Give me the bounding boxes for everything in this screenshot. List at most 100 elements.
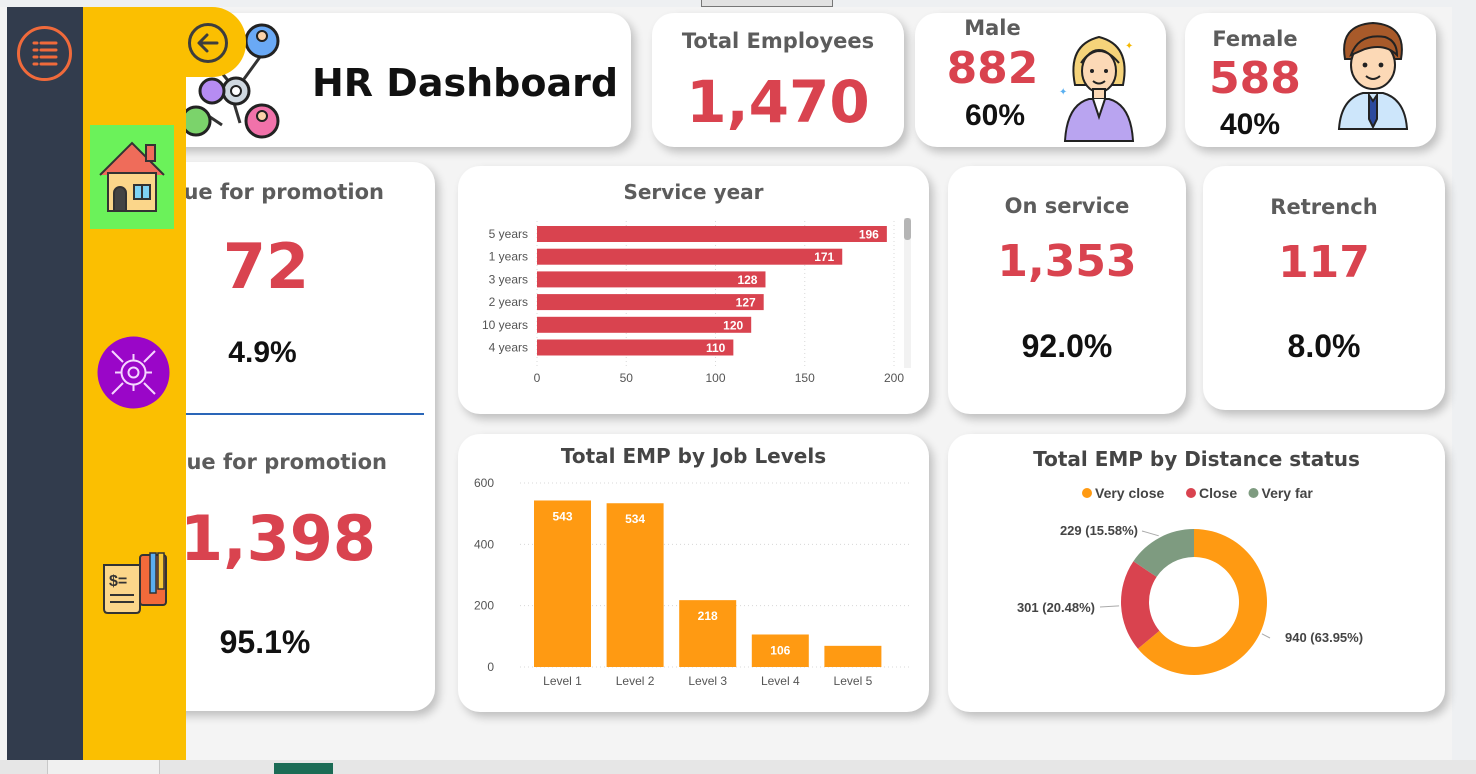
bar: [534, 500, 591, 667]
donut-slice: [1133, 529, 1194, 577]
male-pct: 60%: [964, 99, 1026, 132]
nav-dark-rail: [7, 7, 83, 760]
retrench-pct: 8.0%: [1287, 328, 1361, 364]
promotion-not-due-value: 1,398: [179, 502, 377, 575]
job-levels-chart: 0 200 400 600 Level 1 543 Level 2 534 Level 3 218…: [474, 476, 910, 688]
category-label: 5 years: [489, 227, 528, 241]
data-label: 120: [723, 318, 743, 332]
female-pct: 40%: [1219, 108, 1281, 141]
retrench-value: 117: [1278, 237, 1370, 288]
leader-line: [1141, 530, 1159, 537]
y-tick-label: 600: [474, 476, 494, 490]
retrench-card: Retrench 117 8.0%: [1203, 166, 1445, 410]
legend-label: Very close: [1095, 485, 1164, 501]
bar: [751, 634, 809, 667]
leader-line: [1099, 605, 1120, 608]
category-label: Level 2: [616, 674, 655, 688]
promotion-due-pct: 4.9%: [228, 336, 297, 369]
x-tick-label: 50: [620, 371, 634, 385]
promotion-due-value: 72: [222, 230, 310, 303]
donut-slice: [1121, 561, 1160, 649]
back-arrow-icon[interactable]: [187, 22, 229, 64]
female-card: Female 588 40%: [1185, 13, 1436, 147]
female-label: Female: [1212, 27, 1298, 51]
data-label: 127: [736, 296, 756, 310]
x-tick-label: 150: [795, 371, 815, 385]
bar: [537, 226, 887, 242]
data-label: 110: [706, 341, 726, 355]
service-year-card: Service year 0 50 100 150 200 5 years 196 1 yea…: [458, 166, 929, 414]
promotion-not-due-label: Due for promotion: [169, 450, 387, 474]
data-label: 106: [770, 643, 790, 657]
promotion-card: Due for promotion 72 4.9% Due for promot…: [150, 162, 435, 711]
page-tab-active[interactable]: [274, 763, 333, 774]
male-value: 882: [946, 43, 1039, 94]
category-label: 3 years: [489, 272, 528, 286]
on-service-card: On service 1,353 92.0%: [948, 166, 1186, 414]
on-service-pct: 92.0%: [1021, 328, 1113, 364]
page-tab[interactable]: [47, 760, 160, 774]
leader-line: [1261, 633, 1271, 639]
settings-gear-icon[interactable]: [97, 336, 170, 409]
total-employees-label: Total Employees: [681, 29, 875, 53]
retrench-label: Retrench: [1270, 195, 1378, 219]
service-year-scrollbar[interactable]: [904, 218, 911, 368]
legend-marker: [1248, 488, 1259, 498]
service-year-title: Service year: [623, 180, 764, 204]
payroll-document-icon[interactable]: $=: [100, 551, 172, 615]
male-label: Male: [964, 16, 1021, 40]
promotion-divider: [150, 413, 424, 415]
on-service-value: 1,353: [997, 236, 1137, 287]
legend-label: Close: [1199, 485, 1237, 501]
data-label: 940 (63.95%): [1285, 630, 1363, 645]
category-label: Level 1: [543, 674, 582, 688]
menu-icon[interactable]: [16, 25, 73, 82]
svg-text:$=: $=: [109, 573, 127, 590]
category-label: Level 3: [688, 674, 727, 688]
bar: [824, 645, 882, 667]
data-label: 196: [859, 228, 879, 242]
home-icon: [99, 141, 165, 212]
male-card: Male 882 60% ✦ ✦: [915, 13, 1166, 147]
job-levels-title: Total EMP by Job Levels: [560, 444, 827, 468]
data-label: 301 (20.48%): [1017, 600, 1095, 615]
legend-marker: [1186, 488, 1196, 498]
bar: [537, 316, 752, 333]
home-button[interactable]: [90, 125, 174, 229]
bar: [606, 503, 664, 667]
y-tick-label: 0: [487, 660, 494, 674]
man-avatar-icon: [1337, 21, 1409, 130]
job-levels-card: Total EMP by Job Levels 0 200 400 600 Level …: [458, 434, 929, 712]
promotion-not-due-pct: 95.1%: [219, 624, 311, 660]
female-value: 588: [1209, 53, 1301, 104]
page-title: HR Dashboard: [312, 61, 619, 105]
people-network-icon: [182, 23, 280, 139]
category-label: 1 years: [489, 250, 528, 264]
service-year-chart: 0 50 100 150 200 5 years 196 1 years 171 3 years 1…: [482, 221, 904, 385]
data-label: 128: [737, 273, 757, 287]
category-label: Level 5: [834, 674, 873, 688]
data-label: 218: [698, 609, 718, 623]
category-label: Level 4: [761, 674, 800, 688]
page-tab-strip: [0, 760, 1476, 774]
x-tick-label: 200: [884, 371, 904, 385]
y-tick-label: 200: [474, 599, 494, 613]
data-label: 171: [814, 250, 834, 264]
bar: [537, 339, 734, 356]
distance-title: Total EMP by Distance status: [1033, 447, 1360, 471]
bar: [537, 294, 764, 311]
bar: [537, 248, 843, 265]
category-label: 4 years: [489, 341, 528, 355]
data-label: 229 (15.58%): [1060, 523, 1138, 538]
y-tick-label: 400: [474, 537, 494, 551]
distance-donut-chart: Very close Close Very far 940 (63.95%) 301 (…: [1017, 485, 1363, 675]
x-tick-label: 100: [705, 371, 725, 385]
on-service-label: On service: [1004, 194, 1130, 218]
donut-slice: [1137, 529, 1267, 675]
scrollbar-thumb[interactable]: [904, 218, 911, 240]
x-tick-label: 0: [534, 371, 541, 385]
bar: [679, 600, 737, 667]
legend-marker: [1082, 488, 1092, 498]
total-employees-value: 1,470: [686, 68, 870, 136]
svg-text:✦: ✦: [1125, 41, 1133, 52]
